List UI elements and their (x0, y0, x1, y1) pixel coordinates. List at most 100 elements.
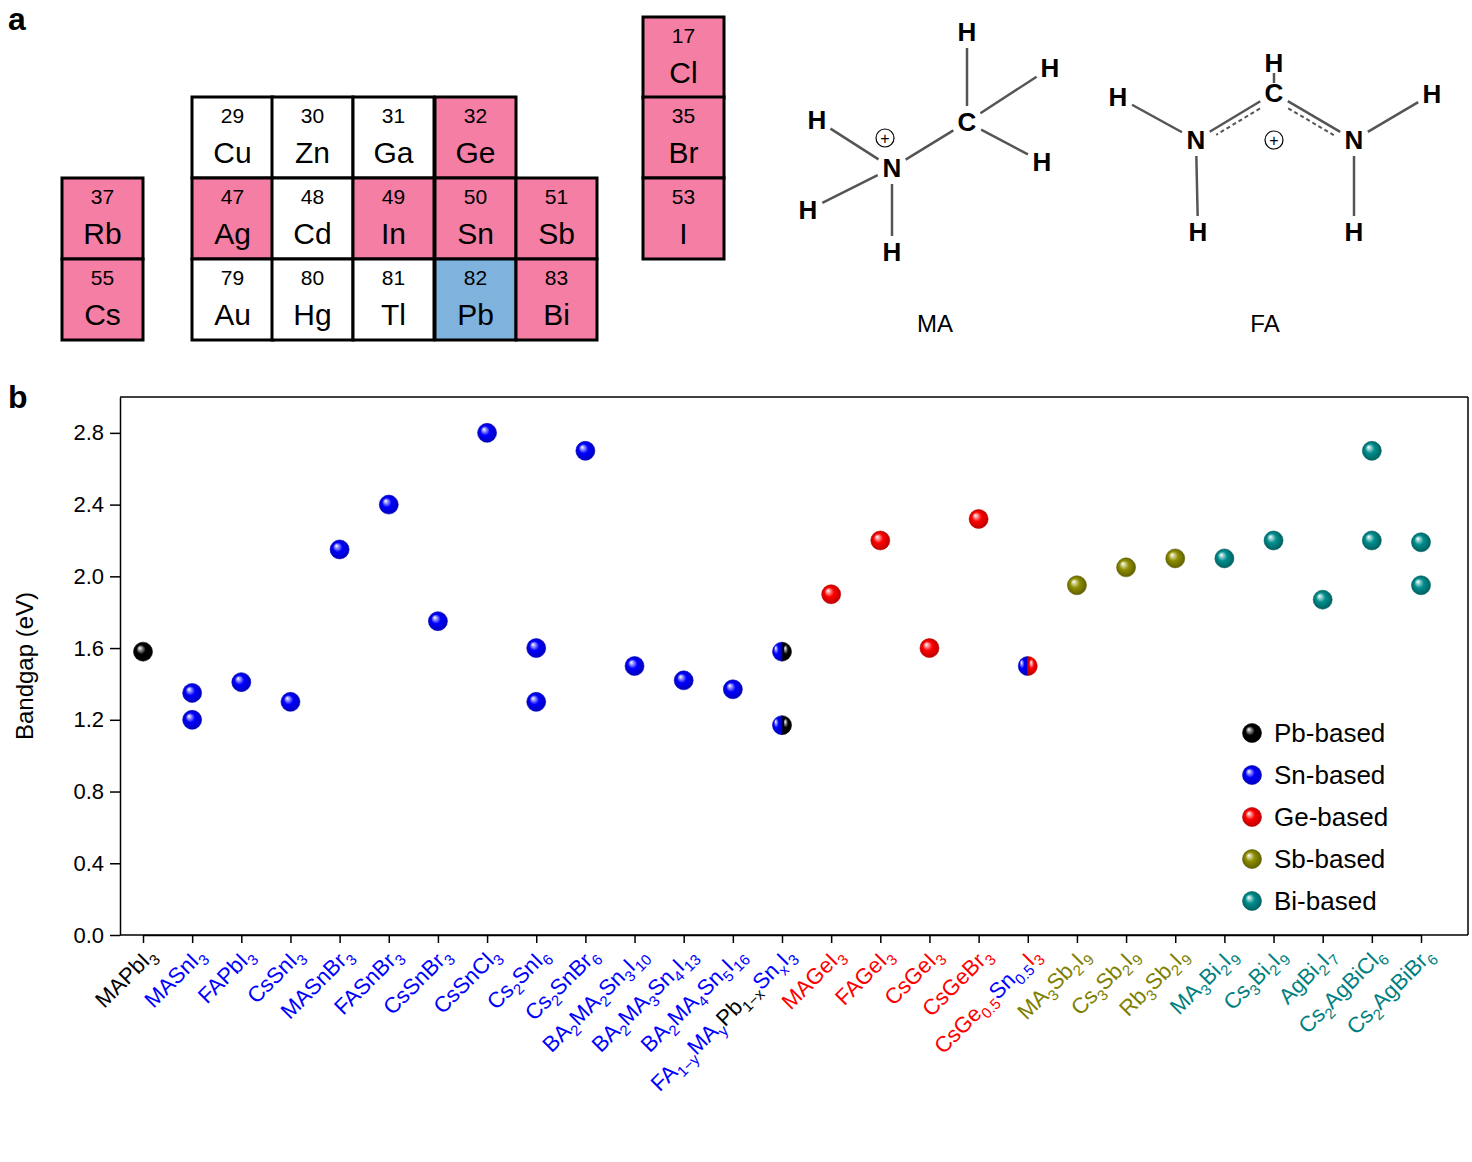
element-symbol: Cd (293, 217, 331, 250)
cell-box (643, 97, 724, 178)
point (527, 639, 546, 658)
x-tick: Cs2AgBiBr6 (1342, 935, 1442, 1042)
cell-box (62, 259, 143, 340)
x-tick-label-part: 3 (834, 951, 852, 969)
legend-marker (1243, 724, 1262, 743)
y-tick: 2.8 (73, 420, 120, 445)
element-symbol: Ge (455, 136, 495, 169)
bond (981, 130, 1028, 155)
element-symbol: Sn (457, 217, 494, 250)
x-tick-mark (683, 935, 685, 943)
x-tick-mark (1421, 935, 1423, 943)
x-tick-mark (1273, 935, 1275, 943)
x-tick-mark (339, 935, 341, 943)
element-symbol: Cl (669, 56, 697, 89)
x-tick: MAGeI3 (777, 935, 852, 1017)
x-tick-label-part: 3 (391, 951, 409, 969)
point (723, 680, 742, 699)
x-tick-mark (192, 935, 194, 943)
atom-label: H (958, 17, 977, 47)
x-tick-label: Cs3Bi2I9 (1218, 942, 1293, 1017)
point (1166, 549, 1185, 568)
x-tick-label: BA2MA4Sn5I16 (636, 942, 753, 1059)
point (1412, 576, 1431, 595)
x-tick-mark (585, 935, 587, 943)
x-tick-label-part: 6 (539, 951, 557, 969)
x-tick-label-part: 9 (1079, 951, 1097, 969)
y-axis: 0.00.40.81.21.62.02.42.8 (73, 398, 120, 948)
series-points (1067, 549, 1184, 595)
atom-label: C (958, 107, 977, 137)
legend-label: Bi-based (1274, 886, 1377, 916)
legend-item: Ge-based (1243, 802, 1389, 832)
y-axis-title: Bandgap (eV) (11, 592, 38, 740)
cell-box (516, 178, 597, 259)
point (478, 423, 497, 442)
atomic-number: 31 (382, 104, 405, 127)
x-tick-label-part: 3 (981, 951, 999, 969)
element-cell: 17Cl (643, 17, 724, 98)
x-tick-mark (831, 935, 833, 943)
cell-box (516, 259, 597, 340)
point (183, 683, 202, 702)
element-cell: 50Sn (435, 178, 516, 259)
legend-item: Pb-based (1243, 718, 1386, 748)
element-symbol: I (679, 217, 687, 250)
x-tick-label-part: 3 (440, 951, 458, 969)
x-tick-mark (536, 935, 538, 943)
atom-label: H (1033, 147, 1052, 177)
point (1313, 590, 1332, 609)
x-tick-mark (978, 935, 980, 943)
cell-box (272, 178, 353, 259)
x-tick-mark (634, 935, 636, 943)
y-tick: 1.2 (73, 707, 120, 732)
element-symbol: Ag (214, 217, 251, 250)
x-tick-mark (880, 935, 882, 943)
atom-label: H (883, 237, 902, 267)
x-tick-label: Cs2AgBiBr6 (1342, 942, 1442, 1042)
cell-box (643, 178, 724, 259)
x-tick-mark (929, 935, 931, 943)
point-half (1028, 657, 1038, 676)
charge-label: + (880, 130, 889, 147)
element-cell: 53I (643, 178, 724, 259)
point (969, 509, 988, 528)
point-half (782, 716, 792, 735)
bond (1353, 156, 1356, 216)
x-tick-mark (733, 935, 735, 943)
point (674, 671, 693, 690)
element-symbol: Sb (538, 217, 575, 250)
point (330, 540, 349, 559)
point (822, 585, 841, 604)
x-tick: FA1−yMAyPb1−xSnxI3 (646, 935, 803, 1099)
element-symbol: Pb (457, 298, 494, 331)
atomic-number: 29 (221, 104, 244, 127)
y-tick-label: 1.6 (73, 636, 104, 661)
bond (1288, 101, 1340, 132)
element-symbol: Hg (293, 298, 331, 331)
cell-box (192, 97, 273, 178)
point (428, 612, 447, 631)
x-tick-label-part: 9 (1227, 951, 1245, 969)
atom-label: N (1345, 125, 1364, 155)
legend-item: Sb-based (1243, 844, 1386, 874)
atom-label: H (808, 105, 827, 135)
element-symbol: In (381, 217, 406, 250)
x-tick-mark (1372, 935, 1374, 943)
x-tick-label: MAGeI3 (777, 942, 852, 1017)
x-tick: Cs2SnBr6 (520, 935, 606, 1028)
element-cell: 82Pb (435, 259, 516, 340)
cell-box (435, 97, 516, 178)
plot-frame (120, 396, 1468, 398)
bond-partial (1288, 108, 1334, 135)
periodic-table: 37Rb55Cs29Cu30Zn31Ga32Ge47Ag48Cd49In50Sn… (62, 17, 724, 340)
x-tick-label-part: 3 (932, 951, 950, 969)
legend-item: Sn-based (1243, 760, 1386, 790)
bond (830, 129, 878, 160)
x-tick-label-part: 9 (1178, 951, 1196, 969)
x-tick-label-part: 13 (680, 951, 704, 975)
point (527, 692, 546, 711)
atomic-number: 35 (672, 104, 695, 127)
cell-box (353, 97, 434, 178)
x-tick-label-part: 3 (1030, 951, 1048, 969)
